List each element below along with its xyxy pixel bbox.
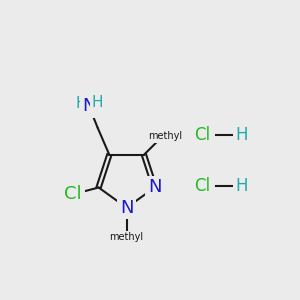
Text: Cl: Cl — [64, 185, 82, 203]
Text: H: H — [92, 95, 103, 110]
Text: N: N — [120, 199, 134, 217]
Text: methyl: methyl — [148, 131, 182, 141]
Text: N: N — [82, 97, 96, 115]
Text: Cl: Cl — [194, 177, 211, 195]
Text: N: N — [148, 178, 161, 196]
Text: Cl: Cl — [194, 126, 211, 144]
Text: methyl: methyl — [110, 232, 144, 242]
Text: H: H — [235, 126, 248, 144]
Text: H: H — [76, 97, 87, 112]
Text: H: H — [235, 177, 248, 195]
